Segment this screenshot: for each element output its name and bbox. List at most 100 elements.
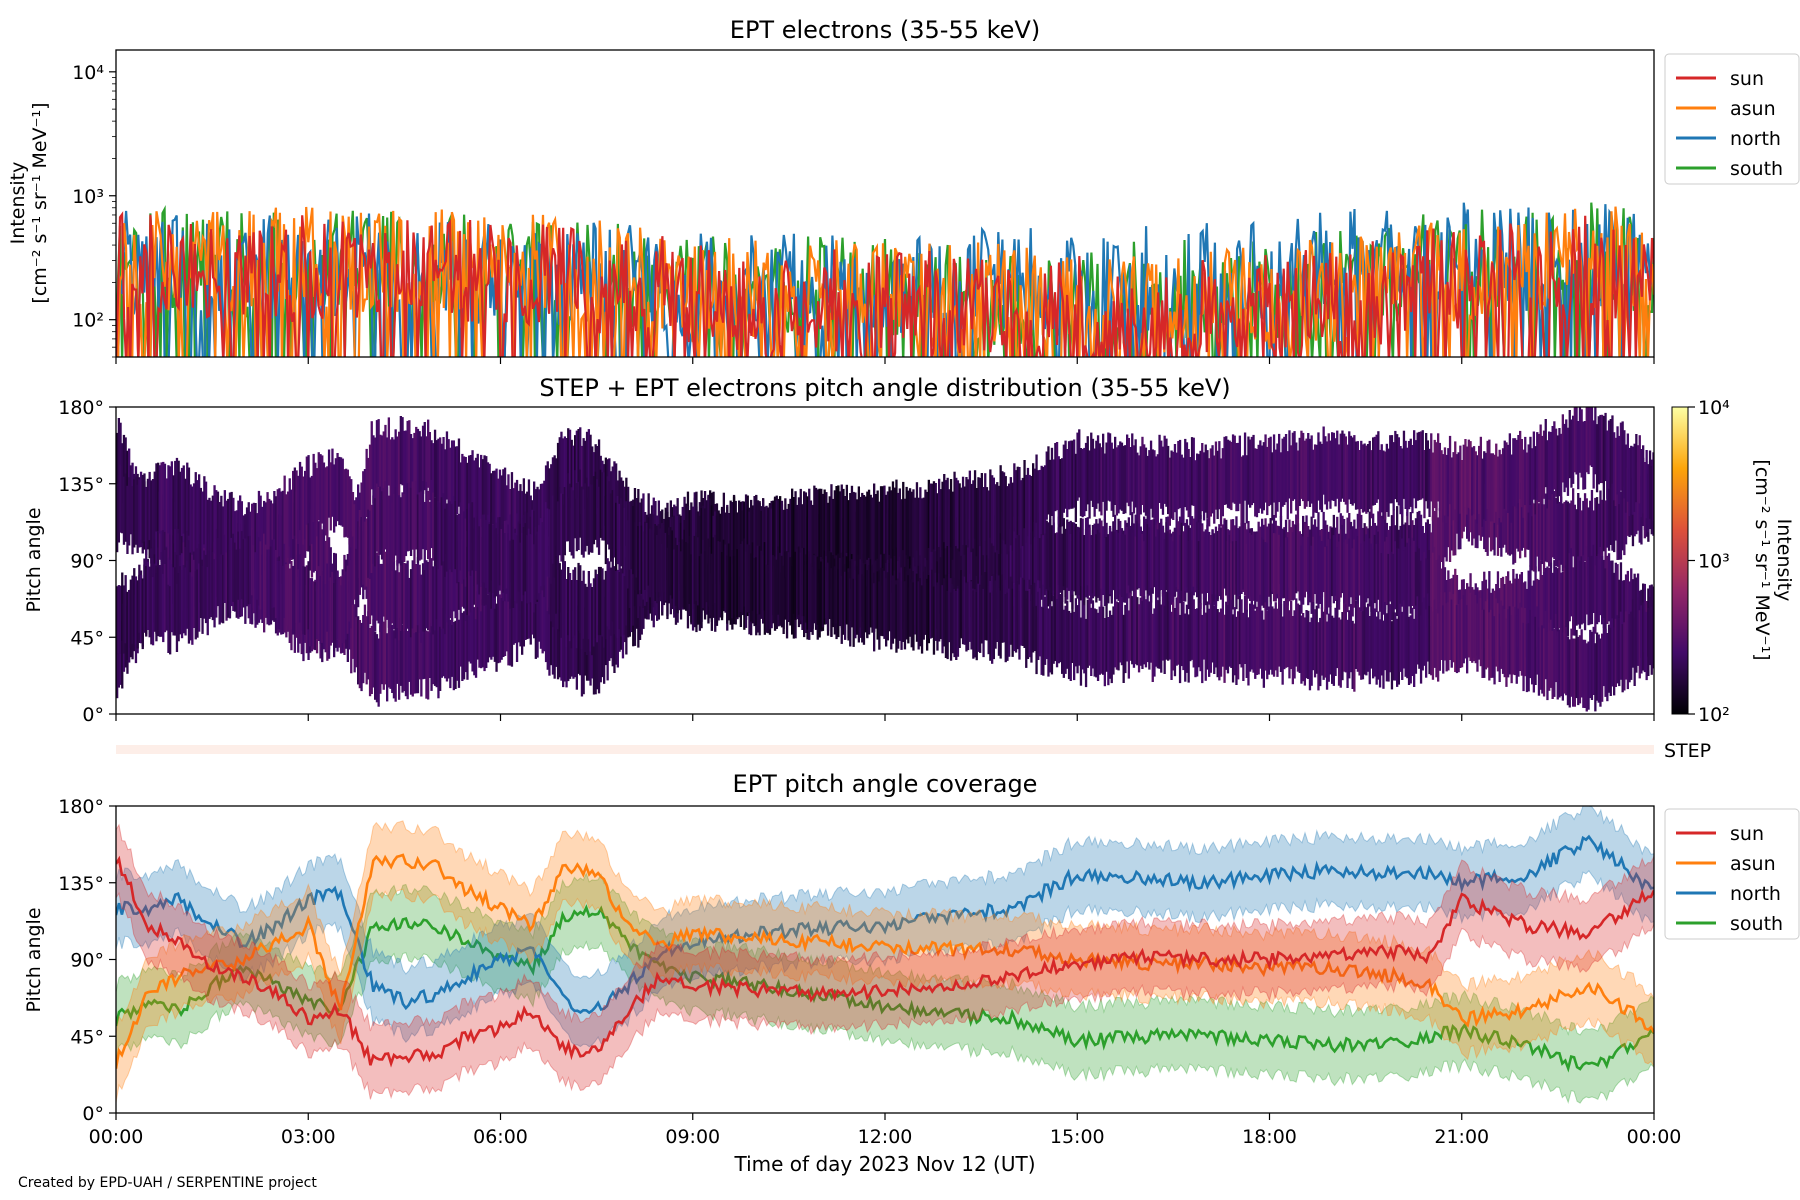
heatmap-cell [686,505,690,574]
heatmap-cell [473,460,476,529]
heatmap-cell [1076,432,1079,501]
heatmap-cell [568,483,572,552]
heatmap-cell [1607,420,1611,489]
heatmap-cell [1563,625,1566,694]
heatmap-cell [814,558,818,627]
heatmap-cell [492,524,495,594]
heatmap-cell [1337,617,1341,686]
heatmap-cell [1291,432,1295,501]
heatmap-cell [1568,503,1571,572]
heatmap-cell [153,563,156,632]
heatmap-cell [133,479,136,548]
heatmap-cell [539,518,543,587]
heatmap-cell [1438,442,1442,512]
heatmap-cell [415,481,418,550]
heatmap-cell [1647,607,1650,676]
heatmap-cell [1437,433,1440,502]
heatmap-cell [1274,449,1277,518]
heatmap-cell [469,507,473,576]
heatmap-cell [1425,558,1428,627]
heatmap-cell [1626,620,1630,690]
heatmap-cell [462,511,466,580]
heatmap-cell [1230,599,1233,668]
heatmap-cell [1173,608,1177,677]
heatmap-cell [1250,436,1254,506]
panel1-ylabel-1: Intensity [7,162,29,245]
heatmap-cell [828,550,831,620]
ytick-label: 0° [82,704,104,726]
heatmap-cell [589,434,592,503]
heatmap-cell [1144,599,1148,668]
heatmap-cell [760,550,763,619]
coverage-line-south [116,904,1654,1073]
heatmap-cell [1414,605,1418,674]
heatmap-cell [428,432,432,501]
panel1-title: EPT electrons (35-55 keV) [730,16,1040,44]
heatmap-cell [883,570,886,639]
heatmap-cell [736,514,739,583]
heatmap-cell [534,489,538,558]
heatmap-cell [601,472,604,541]
heatmap-cell [1310,435,1313,504]
heatmap-cell [485,456,488,525]
heatmap-cell [934,483,937,552]
heatmap-cell [1259,526,1262,595]
heatmap-cell [1616,615,1619,684]
heatmap-cell [145,568,148,637]
heatmap-cell [1339,619,1342,688]
heatmap-cell [1189,457,1192,526]
heatmap-cell [973,589,977,658]
colorbar-label-1: Intensity [1773,519,1795,602]
heatmap-cell [486,514,490,583]
heatmap-cell [1570,419,1573,488]
heatmap-cell [281,565,285,635]
heatmap-cell [1348,610,1351,679]
heatmap-cell [1452,452,1455,521]
heatmap-cell [539,580,543,649]
heatmap-cell [481,599,485,668]
heatmap-cell [428,501,432,570]
heatmap-cell [632,506,635,575]
heatmap-cell [1365,445,1368,514]
heatmap-cell [792,545,796,614]
heatmap-cell [1365,607,1368,676]
heatmap-cell [413,498,416,567]
heatmap-cell [454,620,457,689]
heatmap-cell [1240,456,1243,525]
heatmap-cell [403,622,406,692]
heatmap-cell [1599,490,1602,559]
heatmap-cell [791,566,794,635]
heatmap-cell [1512,569,1515,638]
heatmap-cell [1110,442,1113,511]
heatmap-cell [1143,541,1146,610]
heatmap-cell [124,473,127,542]
heatmap-cell [1460,460,1464,529]
heatmap-cell [367,547,370,617]
colorbar-tick-label: 10⁴ [1698,397,1730,419]
heatmap-cell [386,437,389,506]
heatmap-cell [286,557,290,626]
heatmap-cell [1532,580,1536,649]
heatmap-cell [211,551,215,621]
heatmap-cell [1115,530,1119,600]
heatmap-cell [1149,440,1153,509]
heatmap-cell [1279,603,1283,672]
heatmap-cell [891,481,895,550]
heatmap-cell [1433,599,1436,668]
heatmap-cell [1310,545,1313,614]
heatmap-cell [1235,443,1238,512]
heatmap-cell [1585,643,1588,712]
heatmap-cell [167,465,170,534]
heatmap-cell [799,488,802,558]
heatmap-cell [343,469,346,538]
heatmap-cell [550,597,553,666]
heatmap-cell [384,551,387,620]
heatmap-cell [1291,532,1295,601]
heatmap-cell [1312,536,1315,605]
heatmap-cell [192,483,196,552]
heatmap-cell [444,610,447,679]
heatmap-cell [437,438,440,507]
heatmap-cell [476,516,479,585]
heatmap-cell [322,462,326,531]
heatmap-cell [418,492,421,561]
